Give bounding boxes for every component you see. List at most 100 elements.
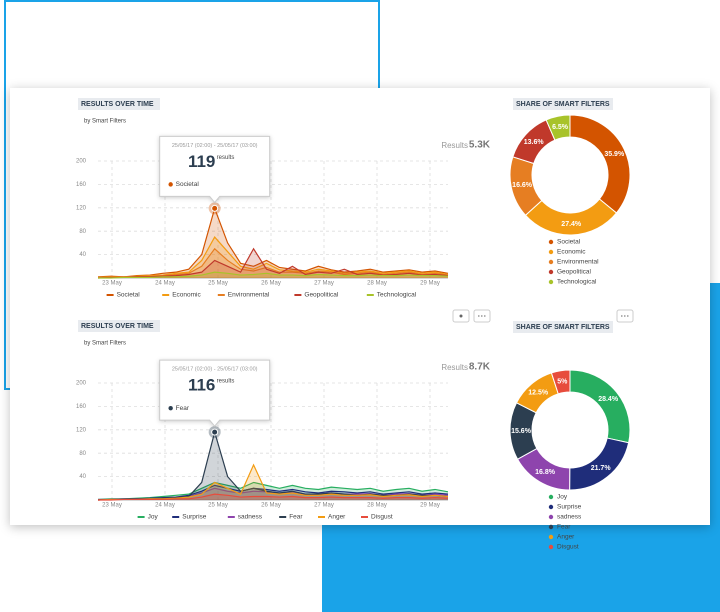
icon (459, 314, 463, 318)
legend-swatch (162, 294, 170, 296)
x-tick-label: 27 May (314, 281, 334, 287)
legend-label: Surprise (182, 514, 207, 521)
segment-label: 6.5% (552, 124, 569, 131)
x-tick-label: 27 May (314, 503, 334, 509)
legend-swatch (172, 516, 180, 518)
tooltip-value: 119 (188, 152, 215, 171)
y-tick-label: 160 (76, 182, 87, 188)
legend-swatch (361, 516, 368, 518)
results-value: 8.7K (469, 362, 491, 373)
legend-label: Fear (557, 524, 571, 531)
legend-label: Economic (172, 292, 201, 299)
y-tick-label: 160 (76, 404, 87, 410)
results-value: 5.3K (469, 140, 491, 151)
legend-label: Disgust (557, 544, 579, 551)
hover-marker (211, 428, 219, 436)
legend-swatch (217, 294, 225, 296)
segment-label: 16.6% (512, 182, 533, 189)
legend-dot (548, 494, 554, 500)
y-tick-label: 80 (79, 229, 86, 235)
segment-label: 13.6% (524, 139, 545, 146)
tooltip-box (159, 135, 271, 204)
tooltip-box (159, 359, 271, 427)
legend-dot (548, 514, 554, 520)
legend-label: Joy (557, 494, 568, 501)
panel-title: SHARE OF SMART FILTERS (516, 101, 610, 108)
legend-label: Economic (557, 249, 586, 256)
y-tick-label: 80 (79, 451, 86, 457)
y-tick-label: 200 (76, 159, 87, 165)
legend-dot (548, 534, 554, 540)
x-tick-label: 28 May (367, 281, 387, 287)
panel-title: SHARE OF SMART FILTERS (516, 324, 610, 331)
tooltip-unit: results (217, 155, 235, 161)
legend-dot (548, 259, 554, 265)
donut-segment (569, 114, 631, 214)
x-tick-label: 26 May (261, 503, 281, 509)
tooltip-dot (168, 405, 173, 411)
subtitle: by Smart Filters (84, 119, 126, 125)
legend-label: Fear (289, 514, 303, 521)
x-tick-label: 24 May (155, 503, 175, 509)
tooltip-series: Fear (176, 405, 190, 412)
donut-segment (524, 198, 618, 236)
title-badge (513, 98, 613, 110)
segment-label: 21.7% (591, 465, 612, 472)
legend-swatch (279, 516, 287, 518)
segment-label: 5% (557, 378, 568, 385)
title-badge (78, 320, 160, 332)
legend-dot (548, 269, 554, 275)
hover-marker (211, 204, 219, 212)
x-tick-label: 26 May (261, 281, 281, 287)
subtitle: by Smart Filters (84, 341, 126, 347)
legend-label: Geopolitical (557, 269, 592, 276)
legend-dot (548, 504, 554, 510)
toolbar (452, 309, 634, 323)
segment-label: 28.4% (598, 396, 619, 403)
legend-dot (548, 524, 554, 530)
segment-label: 27.4% (561, 221, 582, 228)
donut-segment (545, 114, 571, 141)
y-tick-label: 120 (76, 427, 87, 433)
title-badge (78, 98, 160, 110)
y-tick-label: 120 (76, 205, 87, 211)
tooltip-dot (168, 182, 173, 187)
legend-swatch (366, 294, 374, 296)
x-tick-label: 29 May (420, 281, 440, 287)
legend-dot (548, 279, 554, 285)
segment-label: 12.5% (528, 390, 549, 397)
donut-segment (569, 369, 631, 444)
legend-swatch (137, 516, 145, 518)
tooltip-unit: results (217, 379, 235, 385)
series-line (97, 481, 449, 501)
title-badge (513, 321, 613, 333)
legend-label: Joy (148, 514, 159, 521)
x-tick-label: 24 May (155, 281, 175, 287)
segment-label: 16.8% (535, 469, 556, 476)
legend-label: Technological (557, 279, 597, 286)
legend-label: Anger (328, 514, 346, 521)
y-tick-label: 40 (79, 252, 86, 258)
series-line (98, 271, 449, 279)
series-line (97, 206, 449, 278)
x-tick-label: 29 May (420, 503, 440, 509)
legend-label: Surprise (557, 504, 582, 511)
panel-title: RESULTS OVER TIME (81, 101, 154, 108)
legend-label: Environmental (228, 292, 270, 299)
legend-label: Anger (557, 534, 575, 541)
legend-label: sadness (557, 514, 582, 521)
x-tick-label: 28 May (367, 503, 387, 509)
legend-dot (548, 249, 554, 255)
legend-dot (548, 544, 554, 550)
y-tick-label: 40 (79, 474, 86, 480)
x-tick-label: 23 May (102, 503, 122, 509)
segment-label: 35.9% (604, 151, 625, 158)
results-label: Results (441, 141, 468, 150)
dashboard-card (10, 88, 710, 525)
legend-swatch (318, 516, 325, 518)
tooltip-series: Societal (176, 181, 200, 188)
legend-swatch (227, 516, 235, 518)
x-tick-label: 25 May (208, 281, 228, 287)
